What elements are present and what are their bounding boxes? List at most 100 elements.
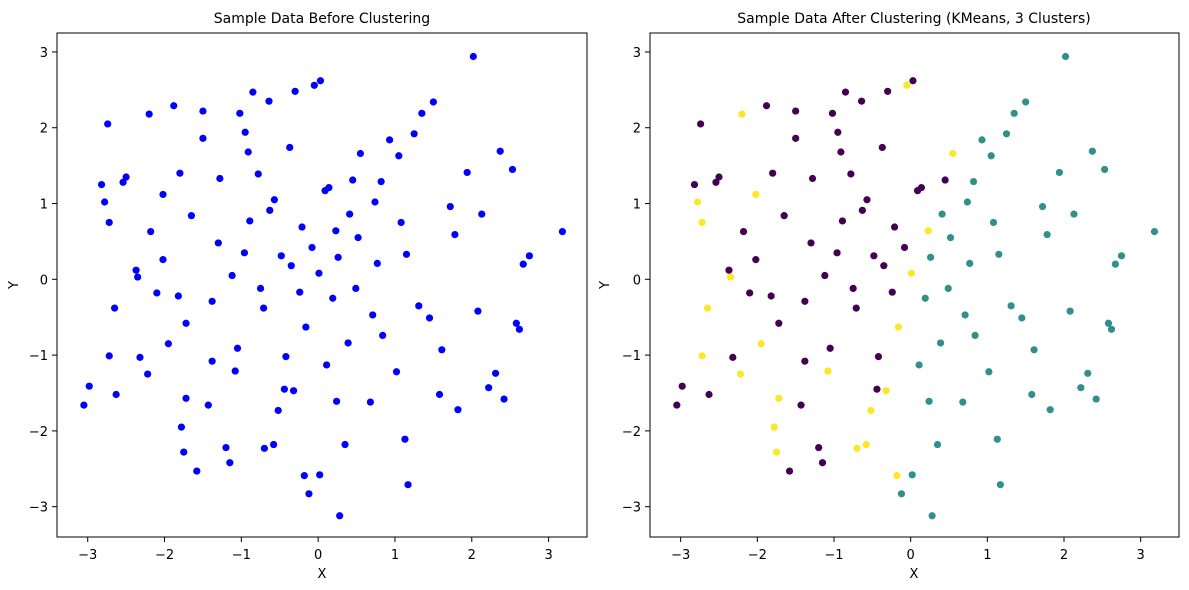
scatter-point-1-39: [985, 368, 993, 376]
scatter-point-0-77: [508, 165, 517, 174]
scatter-point-0-34: [752, 256, 760, 264]
scatter-point-0-84: [159, 256, 167, 264]
scatter-point-2-5: [736, 370, 745, 378]
y-tick-label: 3: [633, 46, 641, 61]
scatter-point-0-53: [336, 512, 344, 520]
scatter-point-0-8: [739, 227, 748, 236]
scatter-point-0-24: [182, 394, 190, 402]
scatter-point-2-17: [903, 81, 911, 89]
scatter-point-0-16: [797, 401, 805, 409]
scatter-point-2-18: [924, 227, 932, 235]
scatter-point-0-111: [298, 223, 306, 231]
scatter-point-0-103: [323, 361, 331, 369]
scatter-point-1-23: [1092, 395, 1100, 403]
scatter-point-0-52: [888, 288, 896, 296]
scatter-point-0-3: [697, 120, 705, 128]
scatter-point-0-64: [418, 109, 426, 117]
scatter-point-1-10: [1002, 130, 1011, 138]
scatter-point-0-91: [329, 294, 337, 302]
scatter-point-1-29: [1150, 227, 1159, 236]
scatter-point-0-3: [101, 198, 109, 206]
y-ticks: −3 −2 −1 0 1 2 3: [622, 46, 650, 516]
scatter-point-1-12: [1022, 98, 1030, 106]
scatter-point-0-7: [729, 353, 737, 361]
scatter-point-0-121: [352, 284, 360, 293]
scatter-point-1-37: [936, 339, 945, 347]
y-tick-label: −2: [29, 425, 48, 440]
scatter-point-0-46: [300, 472, 308, 480]
x-tick-label: 2: [1060, 548, 1068, 563]
scatter-point-0-36: [807, 239, 815, 247]
scatter-point-2-0: [693, 198, 702, 206]
scatter-point-1-22: [1088, 147, 1096, 155]
scatter-point-1-30: [921, 294, 929, 302]
scatter-point-0-116: [256, 284, 265, 293]
y-tick-label: 0: [40, 273, 48, 288]
scatter-point-1-43: [963, 198, 972, 206]
scatter-point-0-98: [208, 297, 216, 305]
scatter-point-1-26: [1107, 325, 1116, 333]
scatter-point-0-97: [182, 319, 190, 327]
scatter-point-1-5: [969, 177, 978, 186]
scatter-point-0-99: [233, 344, 242, 352]
scatter-point-0-50: [316, 471, 324, 479]
scatter-point-0-31: [222, 443, 230, 452]
scatter-point-0-87: [240, 249, 249, 257]
x-axis-label: X: [910, 567, 919, 582]
scatter-point-0-118: [296, 288, 304, 296]
scatter-point-1-33: [995, 250, 1003, 258]
x-tick-label: −2: [748, 548, 767, 563]
left-scatter-panel: Sample Data Before Clustering −3 −2 −1 0 1 2 3…: [7, 11, 588, 582]
scatter-point-0-44: [852, 304, 860, 312]
scatter-point-0-38: [858, 206, 866, 214]
scatter-point-0-30: [909, 77, 917, 85]
scatter-point-0-83: [132, 266, 140, 274]
scatter-point-0-0: [80, 401, 88, 409]
scatter-point-2-21: [907, 269, 916, 277]
x-ticks: −3 −2 −1 0 1 2 3: [671, 537, 1145, 563]
scatter-point-0-122: [373, 259, 381, 267]
scatter-point-0-60: [395, 152, 403, 160]
chart-title: Sample Data After Clustering (KMeans, 3 …: [737, 11, 1090, 27]
scatter-point-0-40: [265, 97, 273, 105]
y-tick-label: −1: [29, 349, 48, 364]
scatter-point-0-10: [122, 173, 130, 181]
x-tick-label: −1: [824, 548, 843, 563]
scatter-point-0-43: [826, 344, 834, 352]
scatter-point-2-12: [824, 367, 832, 375]
x-tick-label: 0: [314, 548, 322, 563]
scatter-point-1-17: [1061, 52, 1070, 61]
scatter-point-1-3: [933, 440, 942, 449]
scatter-point-2-2: [698, 352, 706, 360]
y-tick-label: −1: [622, 349, 641, 364]
scatter-point-0-47: [890, 223, 899, 231]
scatter-point-0-30: [216, 174, 224, 183]
scatter-point-0-102: [302, 323, 310, 331]
x-tick-label: 3: [1137, 548, 1145, 563]
scatter-point-0-57: [366, 398, 374, 406]
x-tick-label: −1: [232, 548, 251, 563]
scatter-point-1-31: [946, 234, 955, 242]
scatter-point-1-20: [1077, 384, 1085, 392]
scatter-point-0-23: [180, 448, 188, 456]
scatter-point-1-6: [978, 136, 986, 144]
x-tick-label: 1: [983, 548, 991, 563]
scatter-point-0-72: [478, 210, 486, 218]
scatter-point-0-82: [558, 227, 567, 236]
scatter-point-0-63: [410, 130, 418, 138]
scatter-point-0-36: [244, 148, 252, 156]
scatter-point-1-42: [938, 210, 946, 218]
x-tick-label: −2: [155, 548, 174, 563]
scatter-point-0-105: [369, 311, 377, 319]
scatter-point-0-20: [818, 459, 827, 467]
scatter-point-2-19: [949, 149, 957, 158]
scatter-point-1-18: [1066, 307, 1074, 315]
scatter-point-1-7: [987, 152, 995, 160]
scatter-point-0-28: [878, 143, 886, 152]
scatter-point-0-21: [176, 169, 184, 177]
scatter-point-1-28: [1117, 252, 1126, 260]
scatter-point-0-2: [97, 180, 106, 189]
scatter-point-0-32: [941, 176, 949, 184]
y-tick-label: −3: [29, 501, 48, 516]
scatter-point-0-109: [246, 217, 254, 225]
